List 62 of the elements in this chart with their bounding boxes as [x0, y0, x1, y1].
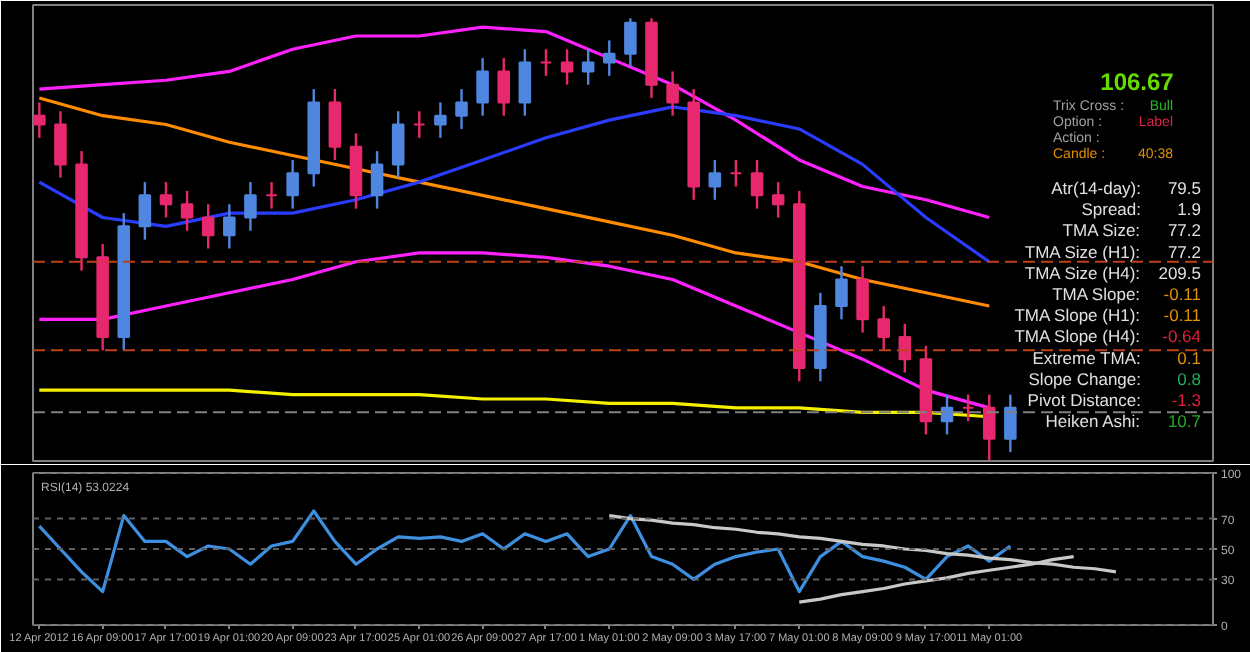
- candlestick: [33, 101, 46, 140]
- text: 209.5: [1158, 262, 1202, 283]
- candlestick: [982, 393, 996, 461]
- candlestick: [391, 110, 405, 179]
- text: 106.67: [1100, 68, 1175, 96]
- text: -0.64: [1162, 326, 1202, 347]
- text: -0.11: [1163, 284, 1202, 304]
- text: -0.11: [1163, 305, 1202, 326]
- text: 10.7: [1167, 411, 1202, 432]
- text: Spread:: [1081, 199, 1142, 220]
- text: 0.1: [1177, 347, 1202, 368]
- candlestick: [54, 110, 67, 179]
- candlestick: [180, 189, 194, 232]
- candlestick: [476, 56, 489, 117]
- candlestick: [518, 48, 532, 117]
- candlestick: [898, 322, 912, 374]
- candlestick: [750, 158, 764, 210]
- annotation: TMA Slope (H4):: [1014, 326, 1141, 347]
- candlestick: [771, 180, 785, 219]
- candlestick: [265, 180, 278, 210]
- candlestick: [581, 48, 595, 86]
- candlestick: [138, 180, 152, 241]
- text: 0.8: [1177, 368, 1202, 389]
- annotation: TMA Slope (H1):: [1014, 305, 1141, 326]
- candlestick: [603, 39, 616, 78]
- candlestick: [223, 203, 236, 250]
- candlestick: [666, 70, 679, 117]
- text: Slope Change:: [1028, 368, 1142, 389]
- candlestick: [560, 48, 574, 86]
- text: 79.5: [1167, 178, 1202, 198]
- candlestick: [244, 180, 257, 232]
- candlestick: [1004, 393, 1017, 454]
- text: TMA Slope:: [1052, 284, 1141, 304]
- text: 77.2: [1167, 220, 1202, 241]
- candlestick: [961, 393, 975, 423]
- line-series: [37, 509, 1012, 594]
- text: TMA Size (H4):: [1024, 262, 1141, 283]
- candlestick: [624, 17, 637, 69]
- candlestick: [539, 48, 553, 78]
- candlestick: [201, 203, 215, 250]
- candlestick: [434, 101, 447, 140]
- candlestick: [370, 149, 384, 210]
- candlestick: [286, 158, 299, 210]
- text: 77.2: [1167, 241, 1202, 262]
- candlestick: [159, 180, 173, 219]
- candlestick: [328, 87, 342, 162]
- candlestick: [455, 87, 468, 131]
- text: Pivot Distance:: [1027, 390, 1142, 410]
- candlestick: [835, 265, 848, 321]
- candlestick: [497, 56, 511, 117]
- text: TMA Size:: [1062, 220, 1141, 241]
- candlestick: [856, 265, 869, 334]
- text: -1.3: [1171, 390, 1202, 410]
- text: Atr(14-day):: [1051, 178, 1141, 198]
- text: TMA Size (H1):: [1024, 241, 1141, 262]
- candlestick: [877, 304, 890, 352]
- text: Extreme TMA:: [1032, 347, 1141, 368]
- candlestick: [413, 110, 426, 140]
- text: 1.9: [1177, 199, 1202, 220]
- candlestick: [708, 158, 722, 201]
- candlestick: [729, 158, 743, 188]
- text: Heiken Ashi:: [1045, 411, 1141, 432]
